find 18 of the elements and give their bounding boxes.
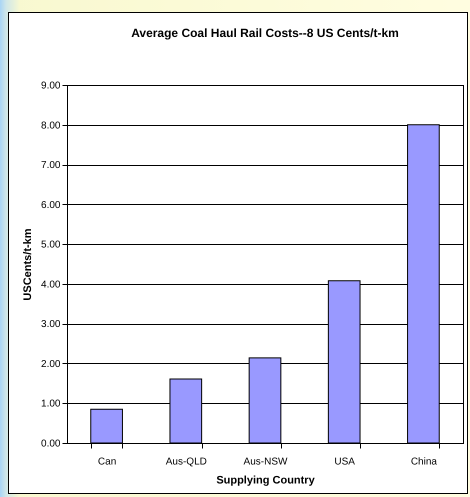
y-tick-label: 3.00 [41,319,61,330]
y-tick-label: 6.00 [41,200,61,211]
y-tick-label: 0.00 [41,438,61,450]
x-tick-label: Can [98,456,116,468]
x-tick-label: USA [334,456,356,468]
y-tick-label: 9.00 [41,80,61,92]
y-tick-label: 7.00 [41,160,61,172]
y-tick-label: 8.00 [41,120,61,132]
y-tick-label: 1.00 [41,398,61,410]
y-axis-title: USCents/t-km [22,228,34,301]
x-tick-label: China [410,456,438,468]
x-tick-label: Aus-QLD [166,456,207,468]
y-tick-label: 4.00 [41,279,61,290]
chart-title: Average Coal Haul Rail Costs--8 US Cents/t-km [131,26,399,40]
y-tick-label: 2.00 [41,358,61,370]
y-tick-label: 5.00 [41,240,61,251]
x-tick-label: Aus-NSW [244,456,288,468]
x-axis-title: Supplying Country [216,474,316,486]
